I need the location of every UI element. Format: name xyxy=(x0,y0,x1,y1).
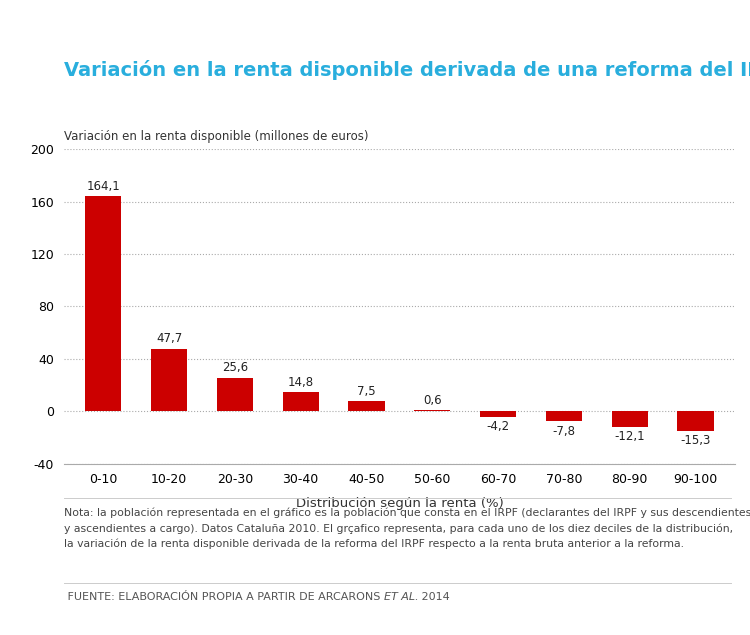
Bar xyxy=(611,411,648,427)
Bar xyxy=(151,349,188,411)
Text: Variación en la renta disponible (millones de euros): Variación en la renta disponible (millon… xyxy=(64,130,368,143)
Text: Variación en la renta disponible derivada de una reforma del IRPF: Variación en la renta disponible derivad… xyxy=(64,60,750,80)
Bar xyxy=(348,401,385,411)
Text: 2014: 2014 xyxy=(419,592,450,602)
Bar xyxy=(480,411,516,417)
Text: FUENTE: ELABORACIÓN PROPIA A PARTIR DE ARCARONS: FUENTE: ELABORACIÓN PROPIA A PARTIR DE A… xyxy=(64,592,383,602)
Bar xyxy=(217,378,253,411)
Text: -7,8: -7,8 xyxy=(553,425,575,438)
Text: -15,3: -15,3 xyxy=(680,434,711,448)
Bar xyxy=(677,411,713,431)
Bar xyxy=(546,411,582,422)
Bar xyxy=(414,410,451,411)
Text: 7,5: 7,5 xyxy=(357,385,376,398)
Bar xyxy=(86,196,122,411)
Text: 0,6: 0,6 xyxy=(423,394,442,407)
Text: 25,6: 25,6 xyxy=(222,361,248,375)
X-axis label: Distribución según la renta (%): Distribución según la renta (%) xyxy=(296,497,503,511)
Bar xyxy=(283,392,319,411)
Text: 164,1: 164,1 xyxy=(86,180,120,193)
Text: ET AL.: ET AL. xyxy=(383,592,418,602)
Text: 47,7: 47,7 xyxy=(156,332,182,345)
Text: 14,8: 14,8 xyxy=(287,375,314,389)
Text: Nota: la población representada en el gráfico es la población que consta en el I: Nota: la población representada en el gr… xyxy=(64,508,750,549)
Text: -12,1: -12,1 xyxy=(614,431,645,443)
Text: -4,2: -4,2 xyxy=(487,420,510,433)
